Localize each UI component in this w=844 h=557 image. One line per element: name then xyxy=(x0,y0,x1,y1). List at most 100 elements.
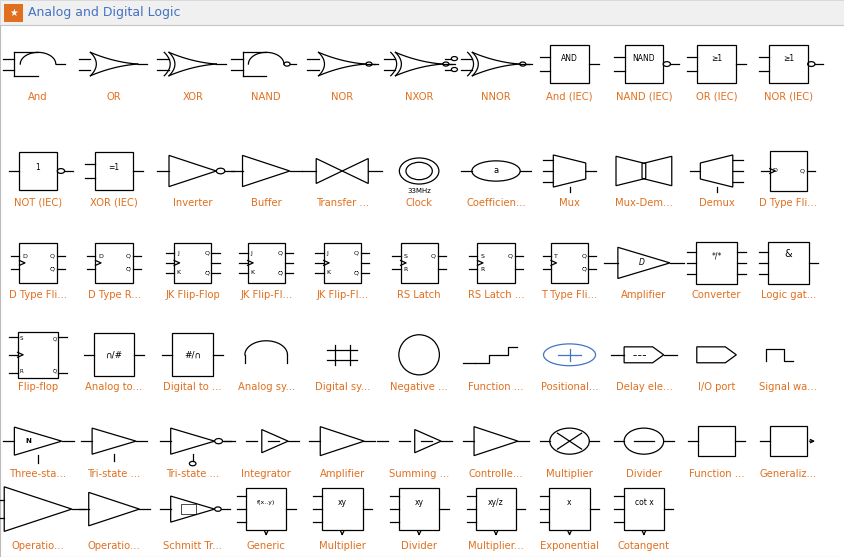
Text: ∩/#: ∩/# xyxy=(106,350,122,359)
Text: Operatio...: Operatio... xyxy=(12,541,64,551)
Text: Analog to...: Analog to... xyxy=(85,382,143,392)
Text: Tri-state ...: Tri-state ... xyxy=(165,469,219,479)
Text: JK Flip-Fl...: JK Flip-Fl... xyxy=(316,290,368,300)
Text: Q: Q xyxy=(50,254,55,259)
Text: S: S xyxy=(403,254,407,259)
Bar xyxy=(18,331,58,378)
Text: Q: Q xyxy=(354,251,359,256)
Text: &: & xyxy=(783,250,792,260)
Text: Inverter: Inverter xyxy=(173,198,212,208)
Text: J: J xyxy=(176,251,179,256)
Text: xy: xy xyxy=(338,498,346,507)
Bar xyxy=(768,45,807,83)
Text: xy: xy xyxy=(414,498,423,507)
Text: Coefficien...: Coefficien... xyxy=(466,198,525,208)
Text: Amplifier: Amplifier xyxy=(620,290,666,300)
Text: Amplifier: Amplifier xyxy=(319,469,365,479)
Text: Multiplier: Multiplier xyxy=(545,469,592,479)
Bar xyxy=(172,334,213,376)
Bar xyxy=(4,4,23,22)
Text: T: T xyxy=(553,254,557,259)
Text: Q̅: Q̅ xyxy=(204,270,209,275)
Text: XOR (IEC): XOR (IEC) xyxy=(90,198,138,208)
Bar xyxy=(549,45,588,83)
Text: RS Latch: RS Latch xyxy=(397,290,441,300)
Text: 33MHz: 33MHz xyxy=(407,188,430,194)
Text: S: S xyxy=(479,254,484,259)
Bar xyxy=(477,243,514,282)
Text: Q̅: Q̅ xyxy=(50,267,55,272)
Bar xyxy=(398,488,439,530)
Text: Q: Q xyxy=(52,336,57,341)
Text: Multiplier...: Multiplier... xyxy=(468,541,523,551)
Text: 1: 1 xyxy=(35,163,41,172)
Text: J: J xyxy=(250,251,252,256)
Text: XOR: XOR xyxy=(182,92,203,102)
Text: cot x: cot x xyxy=(634,498,652,507)
Text: D: D xyxy=(98,254,103,259)
Text: Analog and Digital Logic: Analog and Digital Logic xyxy=(28,6,180,19)
Text: R: R xyxy=(19,369,24,374)
Bar xyxy=(174,243,211,282)
Text: ≥1: ≥1 xyxy=(710,54,722,63)
Bar xyxy=(697,427,734,456)
Text: Q: Q xyxy=(430,254,436,259)
Text: D: D xyxy=(22,254,27,259)
Text: OR: OR xyxy=(106,92,122,102)
Text: Q: Q xyxy=(581,254,586,259)
Text: Divider: Divider xyxy=(401,541,436,551)
Bar xyxy=(623,488,663,530)
Text: NAND (IEC): NAND (IEC) xyxy=(615,92,671,102)
Bar xyxy=(769,152,806,190)
Text: D Type Fli...: D Type Fli... xyxy=(9,290,67,300)
Text: Analog sy...: Analog sy... xyxy=(237,382,295,392)
Bar xyxy=(550,243,587,282)
Text: JK Flip-Flop: JK Flip-Flop xyxy=(165,290,219,300)
Text: NNOR: NNOR xyxy=(480,92,511,102)
Text: Buffer: Buffer xyxy=(251,198,281,208)
Text: Three-sta...: Three-sta... xyxy=(9,469,67,479)
Text: Digital to ...: Digital to ... xyxy=(163,382,222,392)
Text: K: K xyxy=(176,270,181,275)
Text: Generic: Generic xyxy=(246,541,285,551)
Text: Summing ...: Summing ... xyxy=(388,469,449,479)
Bar xyxy=(247,243,284,282)
Text: Q: Q xyxy=(507,254,512,259)
Text: Operatio...: Operatio... xyxy=(88,541,140,551)
Text: OR (IEC): OR (IEC) xyxy=(695,92,737,102)
Text: Schmitt Tr...: Schmitt Tr... xyxy=(163,541,222,551)
Text: Q̅: Q̅ xyxy=(278,270,283,275)
Text: Integrator: Integrator xyxy=(241,469,291,479)
Bar xyxy=(0,0,844,25)
Text: NOR: NOR xyxy=(331,92,353,102)
Text: Delay ele...: Delay ele... xyxy=(614,382,672,392)
Text: And: And xyxy=(28,92,48,102)
Bar xyxy=(400,243,437,282)
Text: And (IEC): And (IEC) xyxy=(545,92,592,102)
Text: ≥1: ≥1 xyxy=(782,54,793,63)
Text: Cotangent: Cotangent xyxy=(617,541,669,551)
Text: f(x..y): f(x..y) xyxy=(257,500,275,505)
Text: NOT (IEC): NOT (IEC) xyxy=(14,198,62,208)
Bar xyxy=(696,45,735,83)
Text: NAND: NAND xyxy=(632,54,654,63)
Text: R: R xyxy=(479,267,484,272)
Text: =1: =1 xyxy=(108,163,120,172)
Text: K: K xyxy=(250,270,254,275)
Bar xyxy=(95,243,133,282)
Text: xy/z: xy/z xyxy=(488,498,503,507)
Bar xyxy=(767,242,808,284)
Text: Q̅: Q̅ xyxy=(581,267,586,272)
Bar xyxy=(19,243,57,282)
Text: D Type R...: D Type R... xyxy=(88,290,140,300)
Text: Exponential: Exponential xyxy=(539,541,598,551)
Text: S: S xyxy=(19,336,24,341)
Bar xyxy=(19,152,57,190)
Text: NXOR: NXOR xyxy=(404,92,433,102)
Bar xyxy=(94,334,134,376)
Text: Multiplier: Multiplier xyxy=(318,541,365,551)
Text: D: D xyxy=(638,258,644,267)
Bar xyxy=(323,243,360,282)
Text: T Type Fli...: T Type Fli... xyxy=(541,290,597,300)
Text: D: D xyxy=(771,169,776,173)
